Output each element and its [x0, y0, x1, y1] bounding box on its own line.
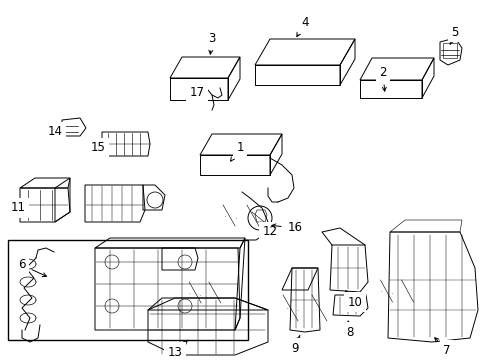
Text: 1: 1: [230, 141, 243, 161]
Text: 5: 5: [449, 26, 458, 45]
Text: 6: 6: [18, 258, 46, 276]
Text: 3: 3: [208, 31, 215, 54]
Text: 10: 10: [345, 291, 362, 309]
Text: 2: 2: [379, 66, 386, 91]
Text: 16: 16: [271, 221, 302, 234]
Text: 17: 17: [189, 85, 204, 99]
Text: 8: 8: [346, 321, 353, 338]
Text: 13: 13: [167, 340, 187, 359]
Text: 11: 11: [10, 202, 25, 215]
Text: 12: 12: [262, 225, 277, 238]
Bar: [8, 240, 247, 340]
Text: 9: 9: [291, 335, 300, 355]
Text: 7: 7: [434, 338, 450, 356]
Text: 15: 15: [90, 141, 105, 154]
Text: 14: 14: [47, 126, 62, 139]
Text: 4: 4: [296, 15, 308, 37]
